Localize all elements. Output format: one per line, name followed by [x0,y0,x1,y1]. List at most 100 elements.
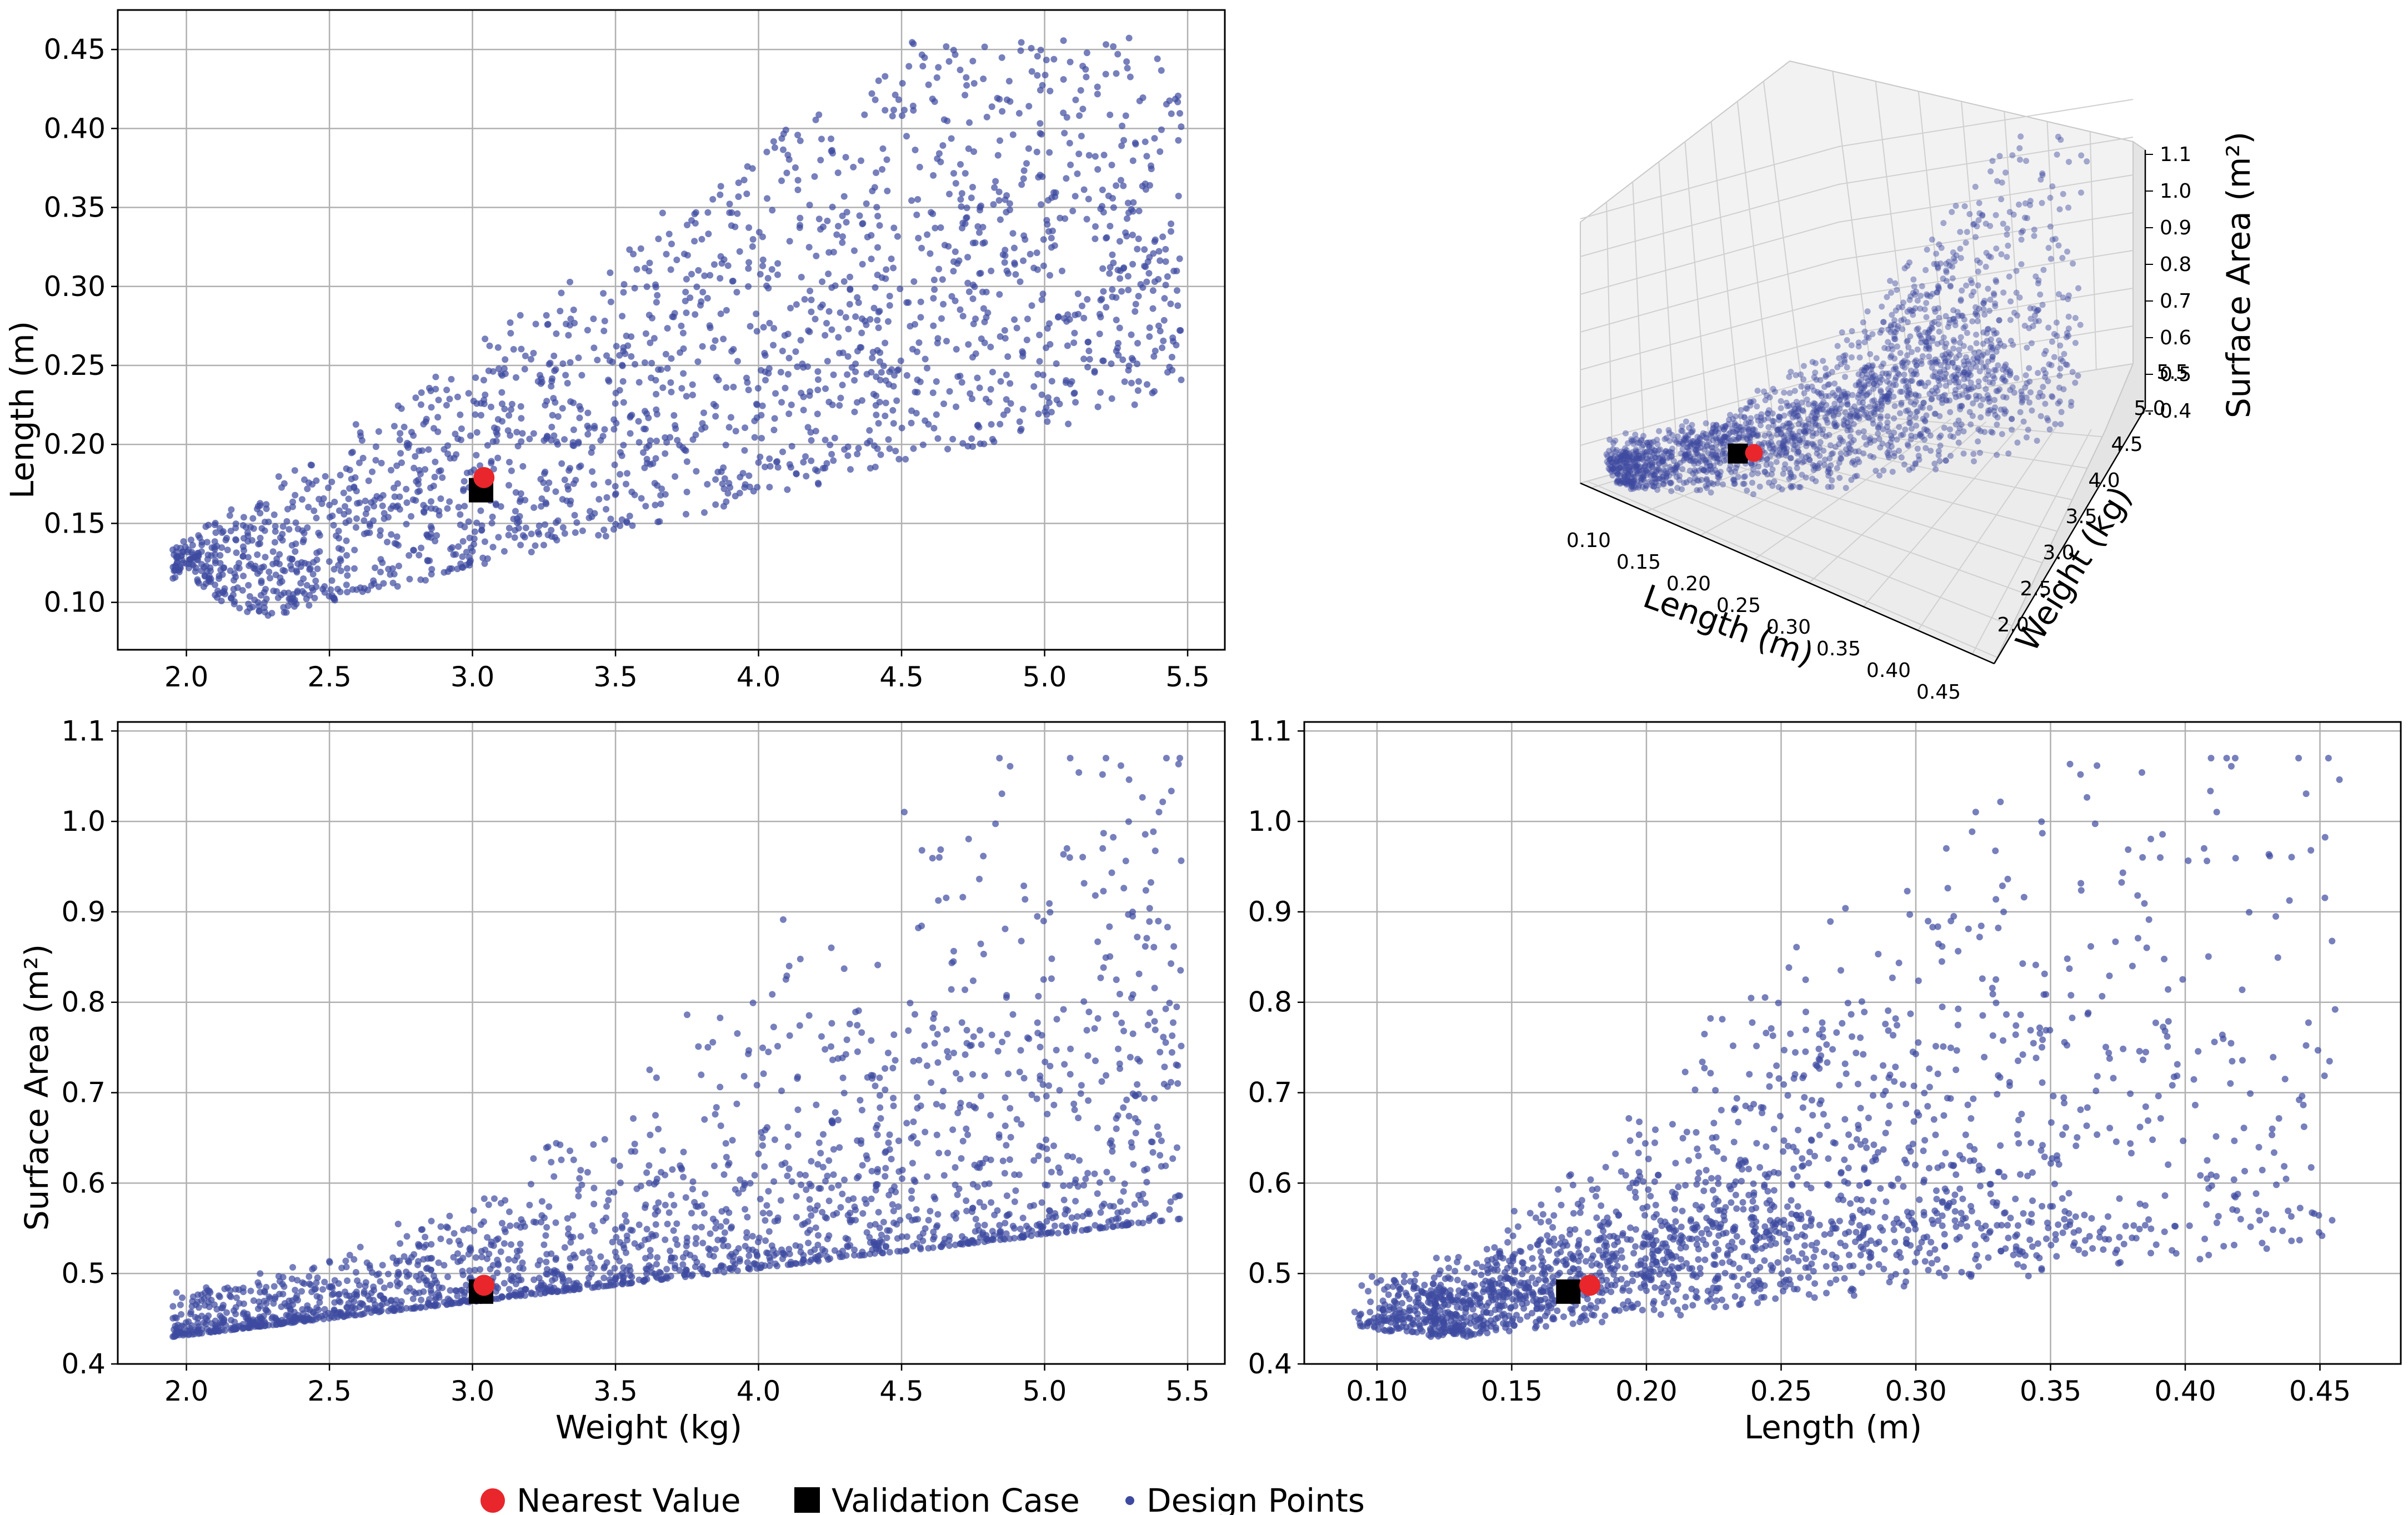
design-point [859,260,866,268]
design-point [602,533,609,540]
design-point-3d [1754,388,1761,394]
design-point-3d [1641,449,1648,455]
design-point [512,508,519,515]
design-point [641,464,648,471]
design-point-3d [2000,289,2007,296]
design-point [812,315,819,323]
design-point [1135,207,1143,214]
design-point [372,456,379,464]
design-point [567,359,574,366]
design-point [305,561,312,568]
design-point-3d [2014,439,2021,446]
design-point-3d [1810,466,1817,473]
design-point [1018,39,1025,46]
design-point [817,225,824,233]
design-point [561,476,568,483]
design-point [369,468,376,475]
design-point [540,541,547,549]
design-point [949,1126,957,1133]
design-point-3d [1856,354,1863,361]
design-point [345,508,352,515]
design-point [985,1180,993,1187]
design-point-3d [1891,429,1898,436]
design-point [619,378,627,385]
design-point [410,432,417,439]
design-point-3d [1886,454,1893,460]
design-point [1067,1045,1074,1052]
design-point [861,111,868,118]
design-point [784,370,792,378]
design-point [551,367,558,374]
design-point [808,297,815,304]
design-point [1158,126,1165,133]
design-point [487,403,494,410]
design-point [1028,44,1035,52]
design-point [597,437,604,444]
design-point [543,1258,550,1266]
design-point [351,546,358,554]
design-point-3d [1913,371,1920,378]
design-point-3d [1935,452,1942,459]
design-point-3d [1910,372,1916,378]
design-point [869,349,877,356]
design-point [372,564,379,571]
design-point [299,588,306,595]
design-point [1094,403,1102,410]
design-point [974,374,981,382]
design-point [866,427,873,434]
design-point [872,463,879,470]
design-point [513,429,520,436]
design-point [723,498,730,505]
design-point [1047,909,1054,916]
design-point [559,524,567,531]
design-point [966,119,973,126]
design-point-3d [1771,478,1778,485]
design-point-3d [1980,396,1986,403]
design-point-3d [1920,400,1927,407]
design-point [362,498,369,505]
design-point-3d [1993,277,1999,284]
design-point [306,1273,313,1280]
design-point [585,1248,593,1255]
design-point-3d [1845,423,1851,430]
y-tick-label: 0.30 [44,270,106,303]
design-point-3d [1666,438,1673,444]
design-point-3d [1923,345,1929,352]
design-point [565,467,573,474]
design-point-3d [1961,369,1968,375]
design-point [417,470,424,478]
design-point [759,262,767,269]
design-point [313,514,320,521]
design-point [1132,300,1139,308]
design-point [727,484,734,491]
design-point-3d [1805,401,1812,408]
design-point [1147,162,1154,169]
design-point [892,91,899,98]
design-point-3d [1926,390,1933,397]
design-point [954,260,961,267]
design-point [1060,76,1067,83]
design-point [930,295,937,302]
design-point [903,133,910,140]
design-point-3d [2047,255,2054,262]
design-point-3d [1660,467,1667,474]
design-point [471,528,478,535]
design-point [446,395,453,403]
design-point [1120,885,1128,892]
design-point [890,264,897,272]
design-point-3d [1915,325,1921,332]
design-point [774,1042,781,1050]
design-point-3d [1829,477,1835,484]
design-point [258,579,265,586]
chart-3d-surface-area: 0.100.150.200.250.300.350.400.452.02.53.… [1566,60,2257,704]
design-point-3d [1988,336,1994,343]
design-point [1100,288,1107,295]
design-point [949,435,957,443]
design-point [944,445,952,453]
design-point-3d [1940,275,1946,282]
design-point-3d [1961,203,1968,209]
design-point-3d [1643,449,1650,455]
design-point [1148,1138,1155,1145]
design-point-3d [1844,393,1851,400]
design-point-3d [1937,375,1944,382]
